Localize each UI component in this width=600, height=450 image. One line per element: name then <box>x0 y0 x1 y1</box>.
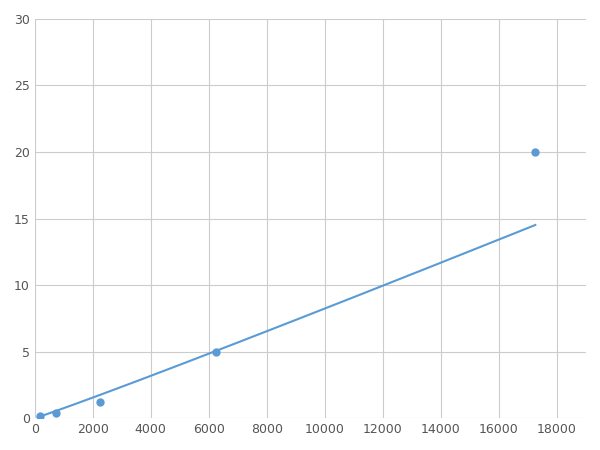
Point <box>35 412 45 419</box>
Point <box>95 399 105 406</box>
Point <box>530 148 540 156</box>
Point <box>211 348 221 356</box>
Point <box>52 410 61 417</box>
